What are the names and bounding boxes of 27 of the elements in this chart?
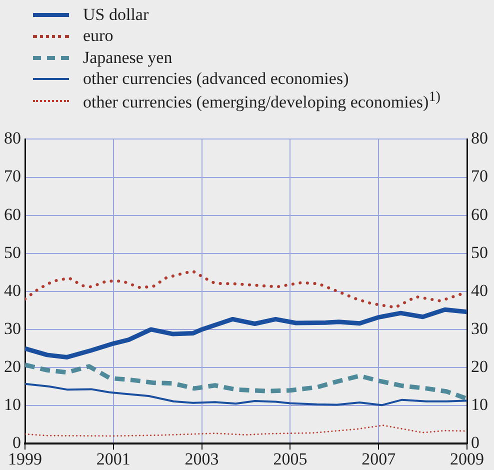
y-tick-label: 40 [4,280,21,300]
line-series [25,424,467,437]
y-tick-label: 10 [4,395,21,414]
legend-label: US dollar [83,4,149,25]
y-tick-label: 30 [4,318,21,338]
y-tick-label: 50 [4,242,21,262]
legend-label: other currencies (emerging/developing economies)$^{1)}$ [83,88,440,113]
legend-label: euro [83,26,114,46]
x-tick-label: 2005 [273,449,308,468]
y2-tick-label: 70 [471,166,488,186]
y-tick-label: 80 [4,128,21,148]
x-tick-label: 2001 [96,449,130,468]
y-tick-label: 20 [4,356,21,376]
y-tick-label: 60 [4,204,21,224]
line-series [25,362,467,401]
y2-tick-label: 20 [471,356,488,376]
x-tick-label: 2003 [184,449,219,468]
x-tick-label: 2007 [362,449,396,468]
y2-tick-label: 50 [471,242,488,262]
legend-label: other currencies (advanced economies) [83,69,349,90]
y2-tick-label: 10 [471,395,488,414]
y2-tick-label: 30 [471,318,488,338]
y2-tick-label: 60 [471,204,488,224]
y2-tick-label: 40 [471,280,488,300]
y2-tick-label: 80 [471,128,488,148]
legend-label: Japanese yen [83,48,172,68]
y-tick-label: 70 [4,166,21,186]
